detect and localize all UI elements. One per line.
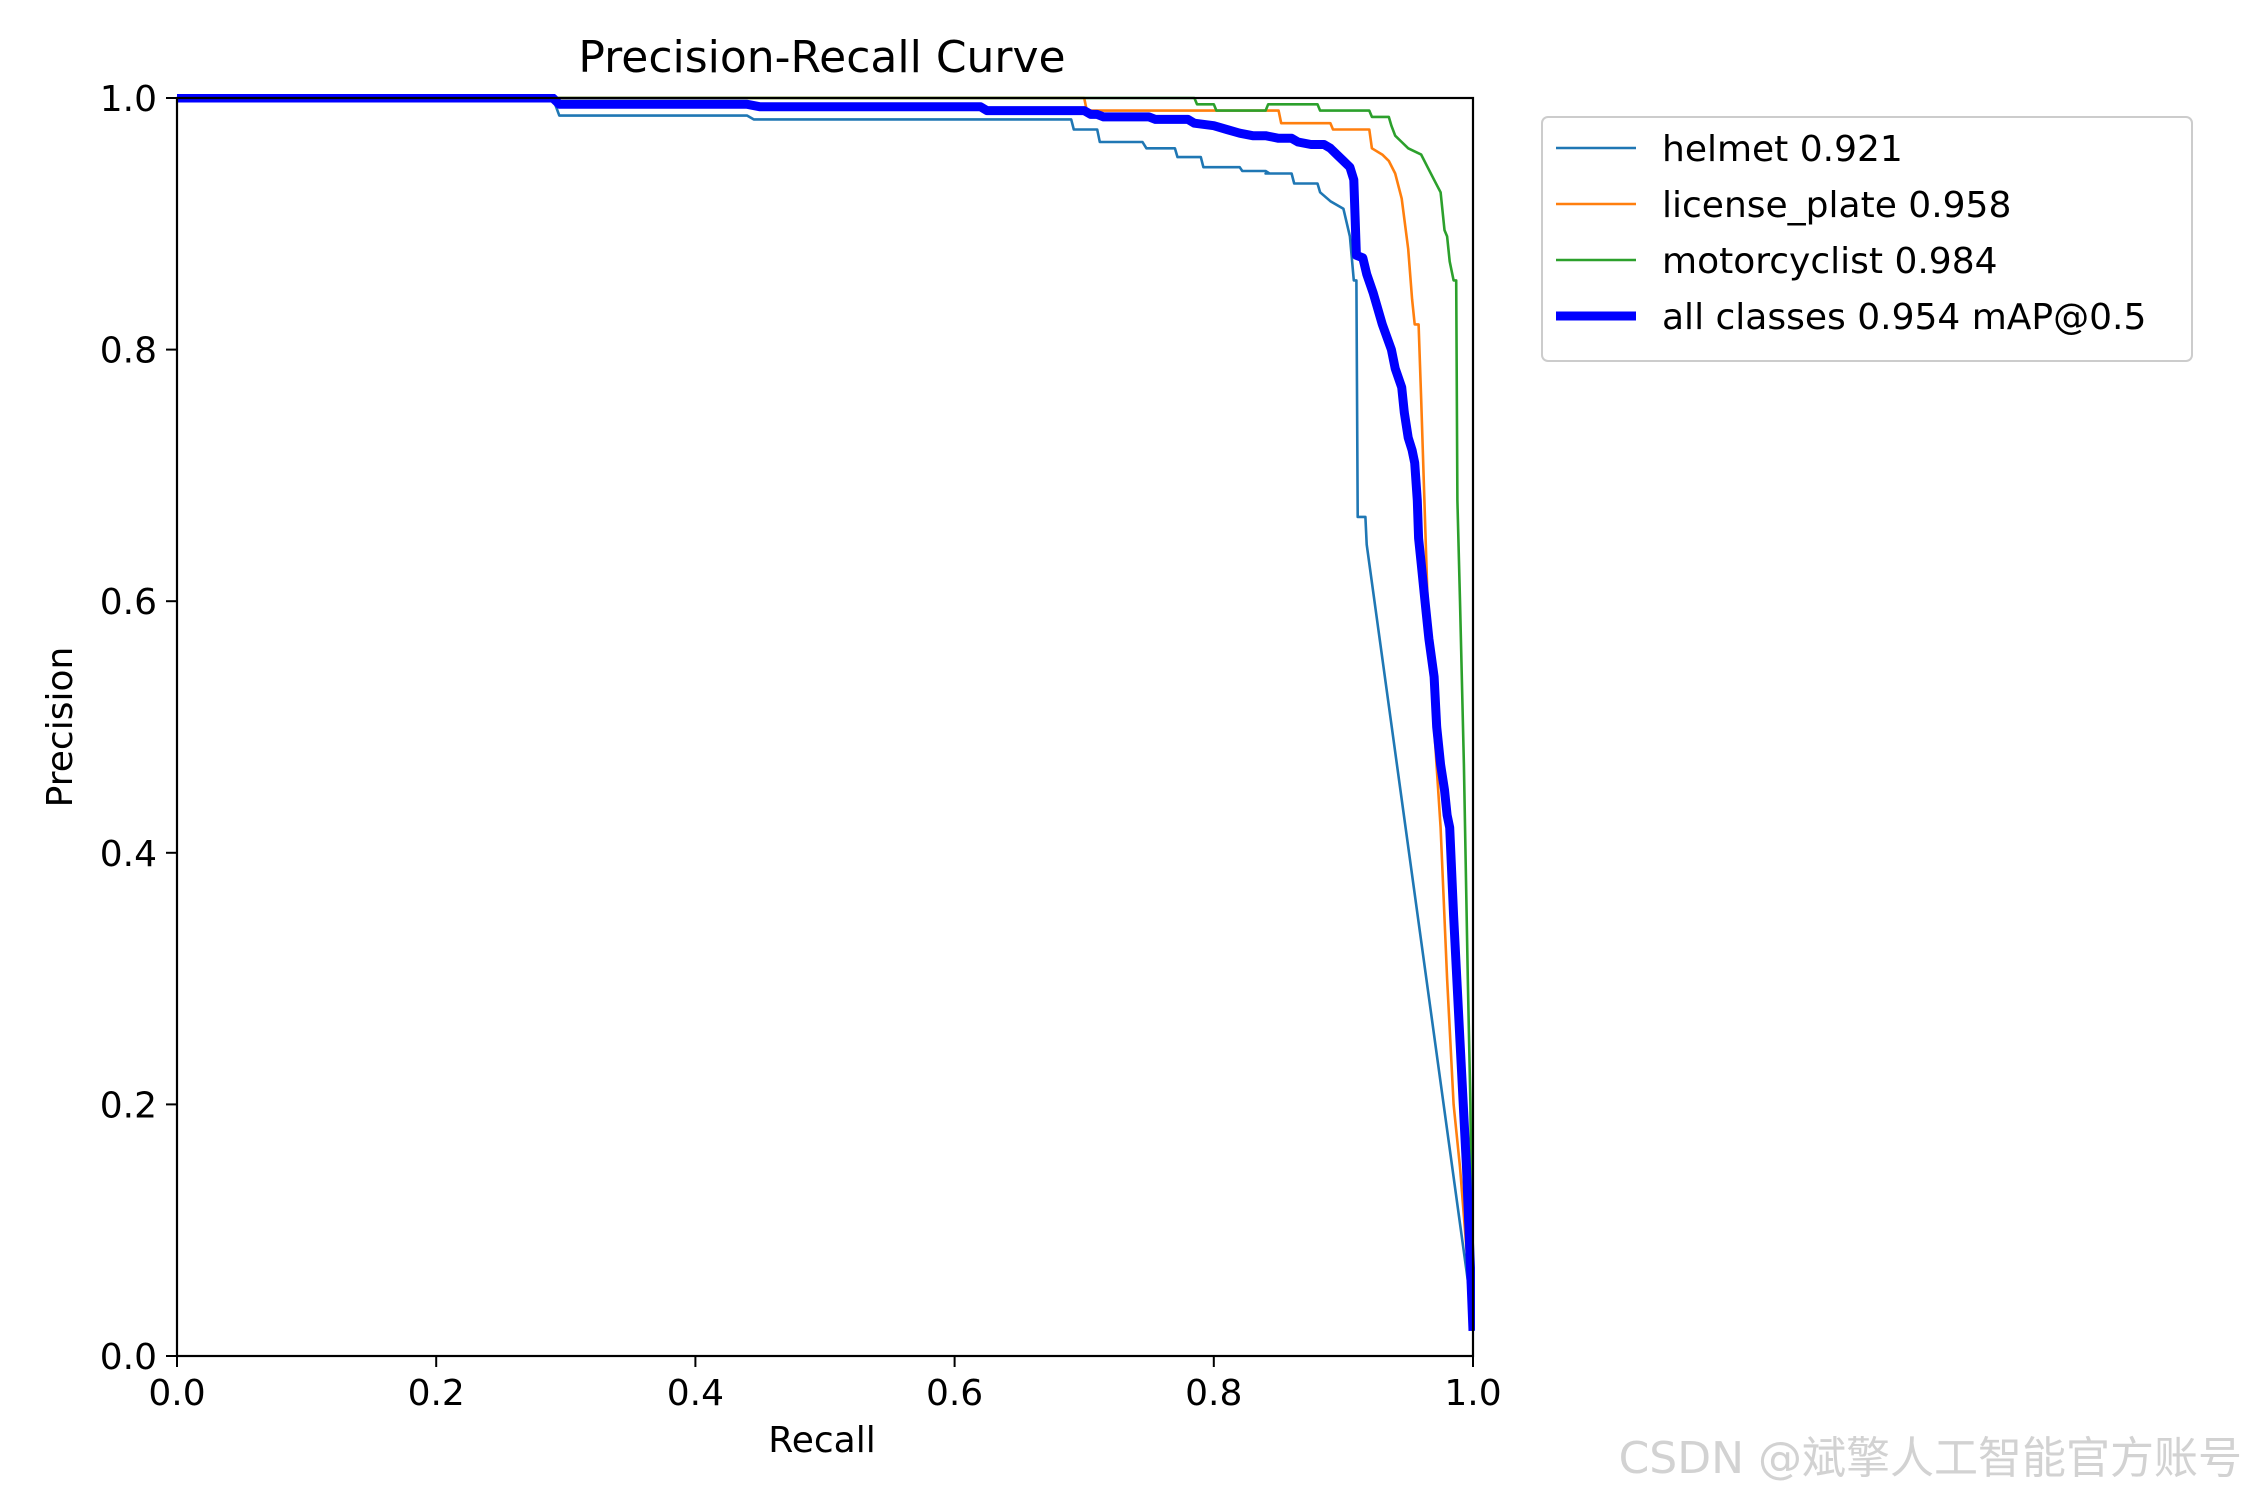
legend-label: helmet 0.921 xyxy=(1662,129,1903,170)
x-tick-label: 0.8 xyxy=(1185,1373,1242,1414)
y-tick-label: 0.4 xyxy=(100,834,157,875)
legend-label: motorcyclist 0.984 xyxy=(1662,241,1998,282)
legend-label: all classes 0.954 mAP@0.5 xyxy=(1662,297,2146,338)
series-line-1 xyxy=(177,96,1475,1331)
x-tick-label: 0.4 xyxy=(667,1373,724,1414)
series-line-3 xyxy=(177,94,1475,1331)
x-tick-label: 1.0 xyxy=(1444,1373,1501,1414)
x-tick-label: 0.6 xyxy=(926,1373,983,1414)
legend-box xyxy=(1541,116,2193,362)
axes: 0.0 0.2 0.4 0.6 0.8 1.0 0.0 0.2 0.4 0.6 0.8 1.0 xyxy=(100,79,1502,1414)
y-tick-label: 0.2 xyxy=(100,1085,157,1126)
legend: helmet 0.921 license_plate 0.958 motorcycl… xyxy=(1541,116,2193,362)
y-tick-label: 0.8 xyxy=(100,331,157,372)
series-line-0 xyxy=(177,96,1475,1319)
watermark: CSDN @斌擎人工智能官方账号 xyxy=(1618,1433,2242,1484)
legend-label: license_plate 0.958 xyxy=(1662,185,2011,226)
y-axis-label: Precision xyxy=(40,647,81,808)
chart-title: Precision-Recall Curve xyxy=(578,32,1065,83)
x-axis-label: Recall xyxy=(768,1420,875,1461)
x-tick-label: 0.0 xyxy=(148,1373,205,1414)
x-tick-label: 0.2 xyxy=(408,1373,465,1414)
plot-area xyxy=(177,94,1475,1331)
series-line-2 xyxy=(177,96,1475,1331)
y-tick-label: 1.0 xyxy=(100,79,157,120)
axes-frame xyxy=(175,96,1475,1358)
y-tick-label: 0.6 xyxy=(100,582,157,623)
y-tick-label: 0.0 xyxy=(100,1337,157,1378)
